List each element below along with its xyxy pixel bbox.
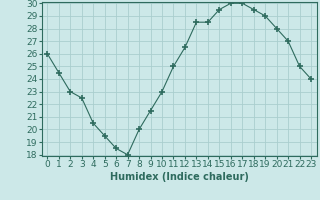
X-axis label: Humidex (Indice chaleur): Humidex (Indice chaleur) (110, 172, 249, 182)
